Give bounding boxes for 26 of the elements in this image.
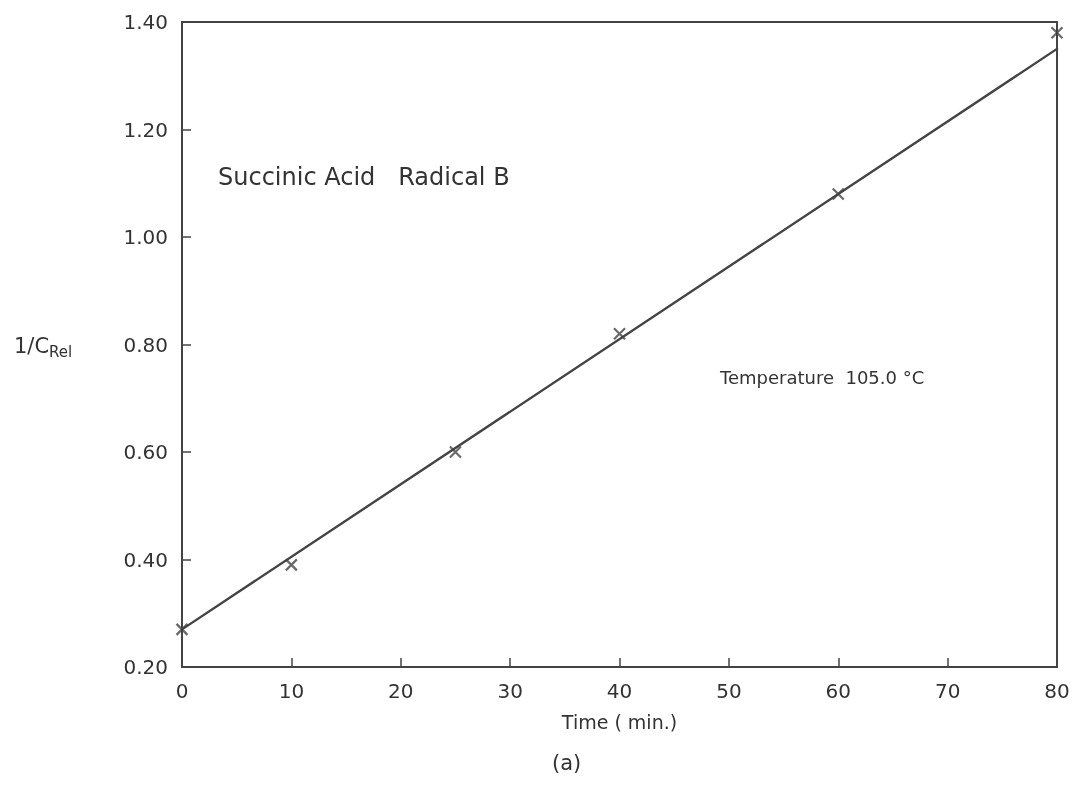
annotation: Temperature 105.0 °C [719,366,925,388]
x-tick-label: 10 [278,679,305,703]
x-axis-title: Time ( min.) [560,710,678,733]
y-tick-label: 0.40 [123,547,168,572]
x-tick-label: 60 [825,679,851,703]
x-tick-label: 50 [716,679,742,703]
annotation: Succinic Acid Radical B [218,163,510,191]
x-tick-label: 0 [175,679,189,703]
point [175,622,189,636]
y-tick-label: 1.20 [123,117,168,142]
text: (a) [552,750,582,775]
point [448,445,463,459]
y-tick-label: 0.20 [123,655,168,679]
x-tick-label: 80 [1044,679,1070,703]
point [831,187,845,201]
y-tick-label: 1.00 [123,225,168,249]
point [612,327,627,341]
point [1050,26,1064,40]
y-tick-label: 0.80 [123,332,168,357]
point [284,558,298,572]
x-tick-label: 40 [606,679,633,703]
y-tick-label: 0.60 [123,440,168,464]
x-tick-label: 20 [388,679,414,703]
x-tick-label: 30 [497,679,523,703]
y-tick-label: 1.40 [123,10,168,34]
x-tick-label: 70 [934,679,961,703]
